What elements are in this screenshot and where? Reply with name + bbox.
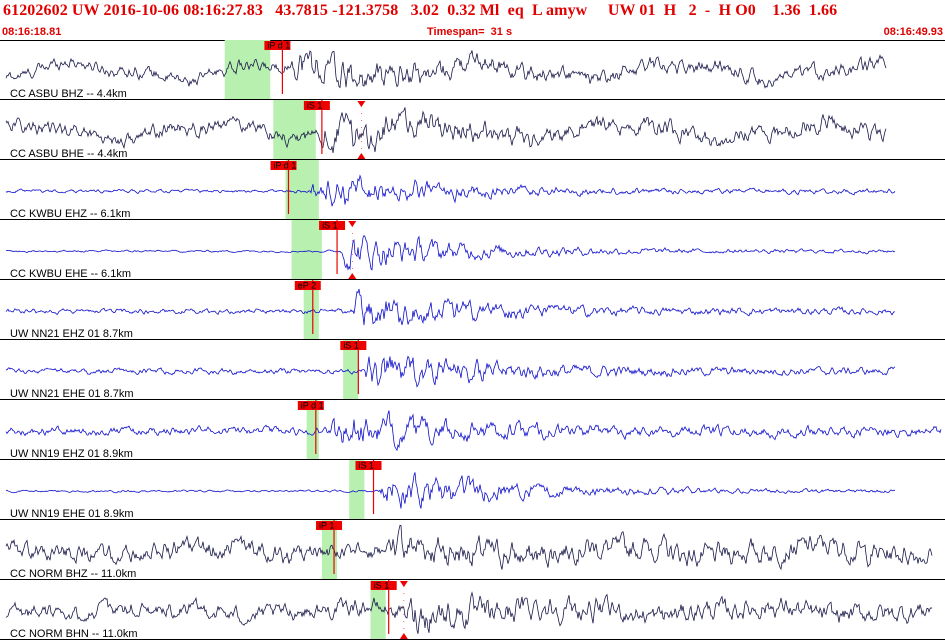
timespan-label: Timespan= 31 s <box>427 26 513 38</box>
pick-label: iS 1 <box>322 221 338 231</box>
trace-row[interactable]: iP d 1 CC ASBU BHZ -- 4.4km <box>0 40 945 100</box>
pick-label: eP 2 <box>298 281 316 291</box>
trace-row[interactable]: iP d 1 CC KWBU EHZ -- 6.1km <box>0 160 945 220</box>
pick-flag[interactable] <box>270 161 297 170</box>
coda-marker-bottom[interactable] <box>399 633 408 639</box>
event-summary-line: 61202602 UW 2016-10-06 08:16:27.83 43.78… <box>3 2 838 19</box>
pick-flag[interactable] <box>370 581 397 590</box>
waveform-line <box>5 174 896 207</box>
trace-row[interactable]: iS 1 UW NN19 EHE 01 8.9km <box>0 460 945 520</box>
pick-label: iS 1 <box>343 341 359 351</box>
waveform-line <box>5 288 896 326</box>
pick-label: iP d 1 <box>301 401 324 411</box>
channel-label: CC KWBU EHZ -- 6.1km <box>10 208 130 220</box>
start-time-label: 08:16:18.81 <box>2 26 62 38</box>
trace-row[interactable]: iS 1 CC KWBU EHE -- 6.1km <box>0 220 945 280</box>
trace-row[interactable]: eP 2 UW NN21 EHZ 01 8.7km <box>0 280 945 340</box>
channel-label: UW NN21 EHZ 01 8.7km <box>10 328 133 340</box>
trace-row[interactable]: iS 1 UW NN21 EHE 01 8.7km <box>0 340 945 400</box>
pick-label: iP d 1 <box>267 41 290 51</box>
channel-label: CC NORM BHN -- 11.0km <box>10 628 138 640</box>
waveform-line <box>5 50 887 89</box>
waveform-line <box>6 355 896 388</box>
arrival-window <box>343 340 359 400</box>
pick-label: iP d 1 <box>273 161 296 171</box>
coda-marker-bottom[interactable] <box>348 273 357 279</box>
event-header: 61202602 UW 2016-10-06 08:16:27.83 43.78… <box>0 0 945 40</box>
trace-row[interactable]: iS 1 CC NORM BHN -- 11.0km <box>0 580 945 640</box>
pick-flag[interactable] <box>355 461 382 470</box>
waveform-line <box>5 591 933 634</box>
pick-flag[interactable] <box>340 341 367 350</box>
seismogram-panel[interactable]: iP d 1 CC ASBU BHZ -- 4.4km iS 1 CC ASBU BH… <box>0 40 945 640</box>
arrival-window <box>349 460 365 520</box>
trace-row[interactable]: iS 1 CC ASBU BHE -- 4.4km <box>0 100 945 160</box>
pick-flag[interactable] <box>319 221 346 230</box>
trace-row[interactable]: iP d 1 UW NN19 EHZ 01 8.9km <box>0 400 945 460</box>
waveform-line <box>5 234 896 271</box>
channel-label: CC ASBU BHZ -- 4.4km <box>10 88 127 100</box>
arrival-window <box>224 40 271 100</box>
trace-row[interactable]: iP 1 CC NORM BHZ -- 11.0km <box>0 520 945 580</box>
coda-marker-top[interactable] <box>348 221 357 227</box>
pick-flag[interactable] <box>297 401 324 410</box>
waveform-line <box>5 107 887 153</box>
coda-marker-top[interactable] <box>357 101 366 107</box>
end-time-label: 08:16:49.93 <box>883 26 943 38</box>
pick-label: iS 1 <box>374 581 390 591</box>
pick-flag[interactable] <box>316 521 343 530</box>
arrival-window <box>291 220 322 280</box>
channel-label: UW NN19 EHE 01 8.9km <box>10 508 133 520</box>
pick-label: iS 1 <box>359 461 375 471</box>
channel-label: CC KWBU EHE -- 6.1km <box>10 268 131 280</box>
waveform-line <box>5 524 933 571</box>
coda-marker-bottom[interactable] <box>357 153 366 159</box>
pick-flag[interactable] <box>303 101 330 110</box>
waveform-line <box>5 410 942 452</box>
arrival-window <box>303 280 319 340</box>
pick-label: iP 1 <box>319 521 334 531</box>
pick-label: iS 1 <box>307 101 323 111</box>
channel-label: CC NORM BHZ -- 11.0km <box>10 568 136 580</box>
waveform-line <box>5 472 896 509</box>
arrival-window <box>370 580 386 640</box>
channel-label: UW NN21 EHE 01 8.7km <box>10 388 133 400</box>
channel-label: CC ASBU BHE -- 4.4km <box>10 148 127 160</box>
coda-marker-top[interactable] <box>399 581 408 587</box>
channel-label: UW NN19 EHZ 01 8.9km <box>10 448 133 460</box>
pick-flag[interactable] <box>294 281 321 290</box>
pick-flag[interactable] <box>264 41 291 50</box>
